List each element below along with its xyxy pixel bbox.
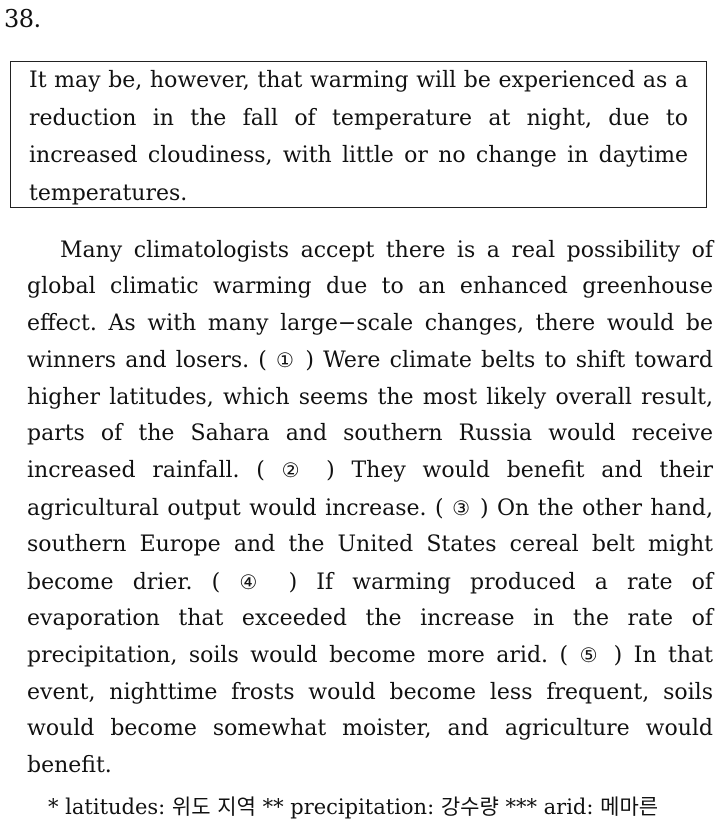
choice-marker-4: ④	[239, 569, 270, 594]
choice-marker-2: ②	[281, 458, 310, 483]
choice-marker-1: ①	[276, 348, 297, 373]
passage: Many climatologists accept there is a re…	[27, 233, 713, 784]
passage-segment-3: ) On the other hand, southern Europe and…	[27, 495, 713, 595]
footnotes: * latitudes: 위도 지역 ** precipitation: 강수량…	[48, 789, 718, 825]
question-number: 38.	[4, 5, 41, 33]
footnote-latitudes: * latitudes: 위도 지역	[48, 795, 256, 819]
given-sentence-box: It may be, however, that warming will be…	[10, 61, 707, 208]
choice-marker-5: ⑤	[579, 643, 603, 668]
passage-paragraph: Many climatologists accept there is a re…	[27, 233, 713, 784]
passage-segment-5: ) In that event, nighttime frosts would …	[27, 643, 714, 778]
choice-marker-3: ③	[452, 495, 472, 520]
footnote-arid: *** arid: 메마른	[505, 795, 659, 819]
passage-segment-2: ) They would benefit and their agricultu…	[27, 458, 713, 521]
given-sentence: It may be, however, that warming will be…	[29, 68, 688, 206]
passage-segment-1: ) Were climate belts to shift toward hig…	[27, 348, 713, 484]
passage-segment-4: ) If warming produced a rate of evaporat…	[27, 569, 713, 669]
footnote-precipitation: ** precipitation: 강수량	[262, 795, 499, 819]
passage-segment-0: Many climatologists accept there is a re…	[27, 238, 713, 374]
